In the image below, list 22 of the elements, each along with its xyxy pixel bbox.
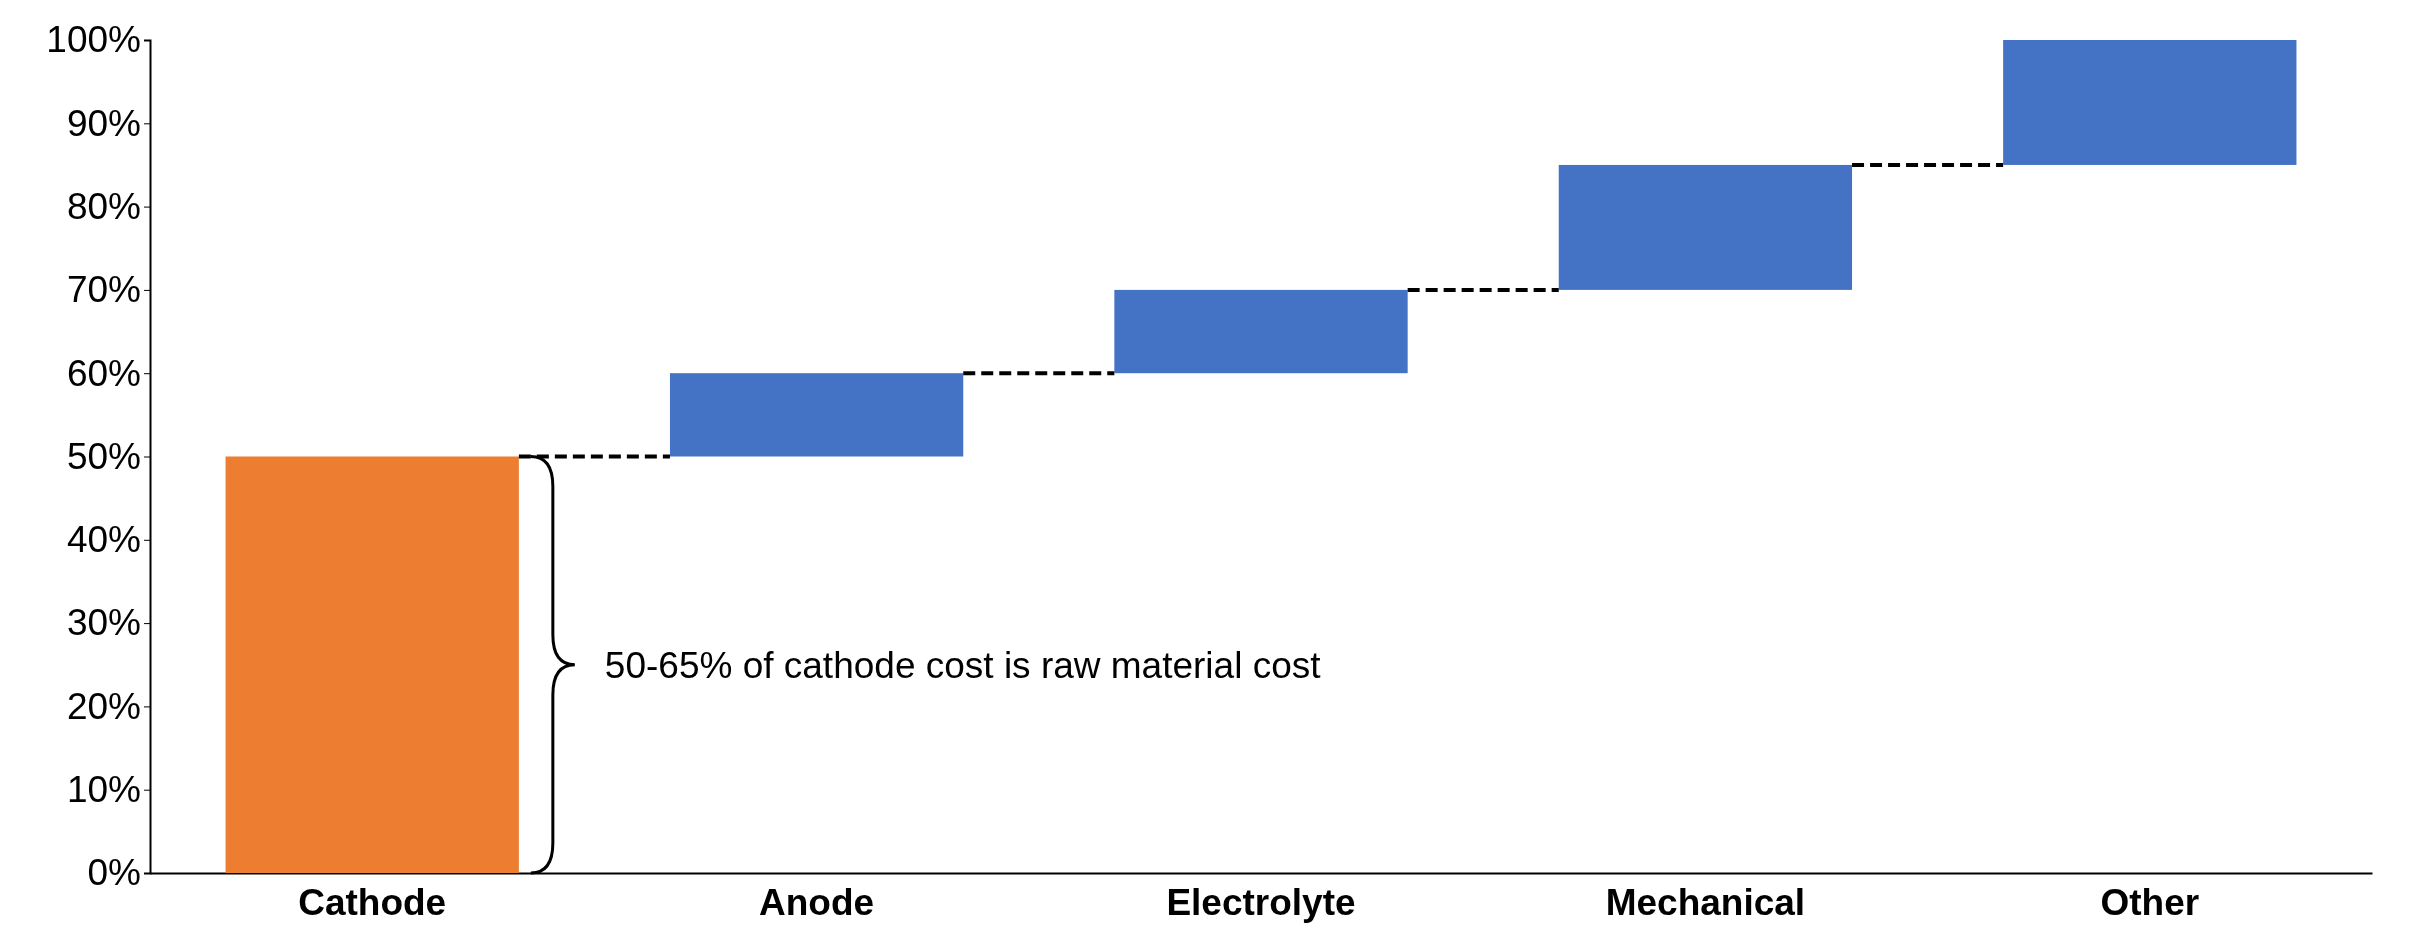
bar	[2003, 40, 2297, 165]
x-tick-label: Other	[2100, 881, 2200, 923]
bar	[1558, 164, 1853, 290]
bar	[225, 456, 519, 873]
y-tick-label: 50%	[66, 435, 141, 477]
y-tick-label: 70%	[66, 269, 141, 311]
y-tick-label: 100%	[46, 19, 141, 61]
y-tick-label: 30%	[66, 602, 141, 644]
bar	[669, 373, 964, 457]
y-tick-label: 20%	[66, 685, 141, 727]
y-tick-label: 60%	[66, 352, 141, 394]
y-tick-label: 40%	[66, 519, 141, 561]
y-tick-label: 90%	[66, 102, 141, 144]
y-tick-label: 10%	[66, 769, 141, 811]
y-tick-label: 0%	[87, 852, 141, 894]
annotation: 50-65% of cathode cost is raw material cost	[604, 644, 1322, 686]
bar	[1114, 289, 1408, 374]
x-tick-label: Anode	[759, 881, 875, 923]
x-tick-label: Electrolyte	[1166, 881, 1356, 923]
y-tick-label: 80%	[66, 185, 141, 227]
x-tick-label: Cathode	[298, 881, 447, 923]
x-tick-label: Mechanical	[1605, 881, 1806, 923]
